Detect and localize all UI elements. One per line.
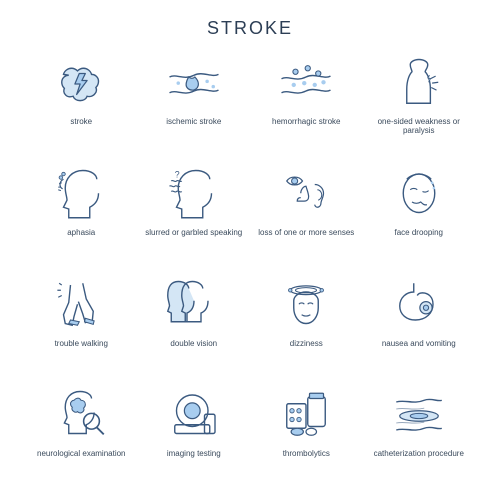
cell-doublevision: double vision (141, 275, 248, 380)
brain-bolt-icon (46, 53, 116, 115)
label: imaging testing (167, 449, 221, 458)
label: dizziness (290, 339, 323, 348)
cell-imaging: imaging testing (141, 385, 248, 490)
cell-thrombolytics: thrombolytics (253, 385, 360, 490)
page-title: STROKE (207, 18, 293, 39)
label: catheterization procedure (374, 449, 464, 458)
cell-dizziness: dizziness (253, 275, 360, 380)
label: slurred or garbled speaking (145, 228, 242, 237)
cell-neuroexam: neurological examination (28, 385, 135, 490)
cell-catheter: catheterization procedure (366, 385, 473, 490)
label: neurological examination (37, 449, 126, 458)
icon-grid: stroke ischemic stroke (28, 53, 472, 490)
head-wavy-speech-icon: ? (159, 164, 229, 226)
vessel-bleed-icon (271, 53, 341, 115)
label: hemorrhagic stroke (272, 117, 340, 126)
cell-slurred: ? slurred or garbled speaking (141, 164, 248, 269)
label: loss of one or more senses (258, 228, 354, 237)
cell-walking: trouble walking (28, 275, 135, 380)
cell-weakness: one-sided weakness or paralysis (366, 53, 473, 158)
cell-stroke: stroke (28, 53, 135, 158)
cell-droop: face drooping (366, 164, 473, 269)
brain-magnifier-icon (46, 385, 116, 447)
label: ischemic stroke (166, 117, 221, 126)
legs-trouble-icon (46, 275, 116, 337)
face-droop-icon (384, 164, 454, 226)
label: nausea and vomiting (382, 339, 456, 348)
double-head-icon (159, 275, 229, 337)
torso-weakness-icon (384, 53, 454, 115)
cell-aphasia: aphasia (28, 164, 135, 269)
dizzy-face-icon (271, 275, 341, 337)
catheter-vessel-icon (384, 385, 454, 447)
label: one-sided weakness or paralysis (369, 117, 469, 135)
cell-hemorrhagic: hemorrhagic stroke (253, 53, 360, 158)
svg-text:?: ? (175, 169, 180, 179)
ct-scanner-icon (159, 385, 229, 447)
label: thrombolytics (283, 449, 330, 458)
label: face drooping (395, 228, 443, 237)
pills-bottle-icon (271, 385, 341, 447)
eye-nose-ear-icon (271, 164, 341, 226)
cell-nausea: nausea and vomiting (366, 275, 473, 380)
cell-ischemic: ischemic stroke (141, 53, 248, 158)
label: double vision (170, 339, 217, 348)
label: trouble walking (55, 339, 108, 348)
label: aphasia (67, 228, 95, 237)
cell-senses: loss of one or more senses (253, 164, 360, 269)
vessel-clot-icon (159, 53, 229, 115)
head-speech-icon (46, 164, 116, 226)
label: stroke (70, 117, 92, 126)
stomach-icon (384, 275, 454, 337)
